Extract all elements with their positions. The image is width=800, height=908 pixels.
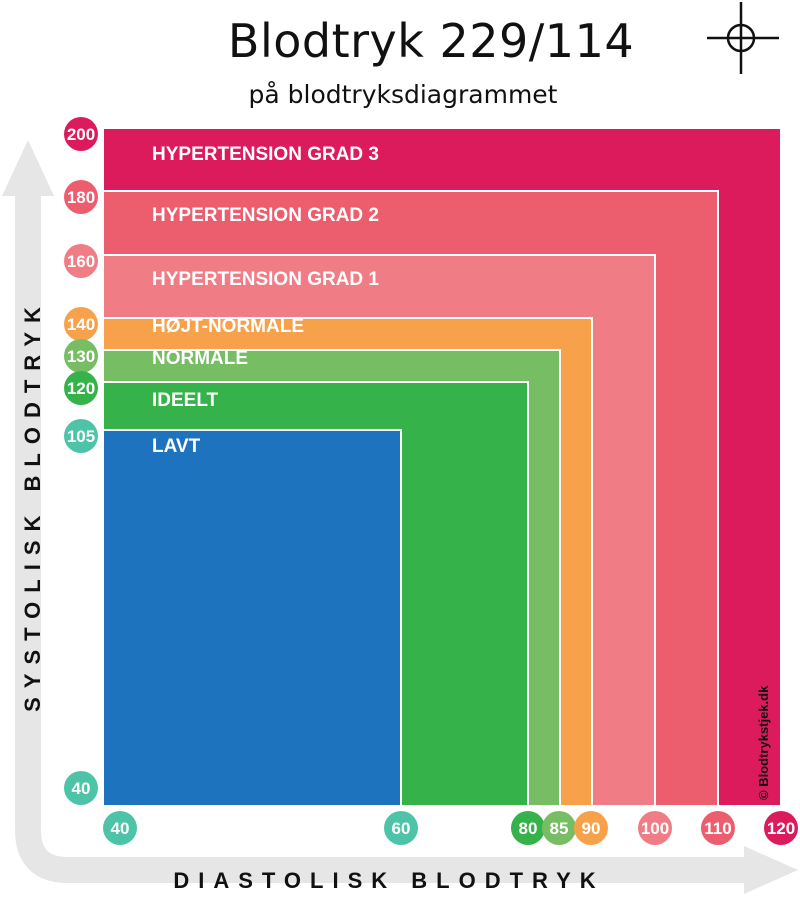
tick-label: 160 bbox=[67, 252, 95, 271]
tick-badge bbox=[64, 371, 98, 405]
x-tick-110: 110 bbox=[701, 811, 735, 845]
y-tick-40: 40 bbox=[64, 771, 98, 805]
y-tick-140: 140 bbox=[64, 307, 98, 341]
tick-label: 120 bbox=[767, 819, 795, 838]
tick-label: 140 bbox=[67, 315, 95, 334]
zone-label: HYPERTENSION GRAD 2 bbox=[152, 205, 379, 226]
x-tick-90: 90 bbox=[574, 811, 608, 845]
y-tick-200: 200 bbox=[64, 117, 98, 151]
tick-badge bbox=[64, 244, 98, 278]
tick-badge bbox=[64, 771, 98, 805]
tick-label: 120 bbox=[67, 379, 95, 398]
ticks-layer: 40 60 80 85 90 100 110 120 200 180 160 140 130 120 105… bbox=[64, 117, 798, 845]
tick-label: 40 bbox=[111, 819, 130, 838]
tick-badge bbox=[701, 811, 735, 845]
zone-label: HØJT-NORMALE bbox=[152, 316, 304, 337]
tick-badge bbox=[64, 117, 98, 151]
axis-arrows bbox=[2, 140, 798, 894]
tick-label: 110 bbox=[704, 819, 731, 838]
zone-lavt bbox=[102, 429, 402, 807]
tick-label: 180 bbox=[67, 188, 95, 207]
page-title: Blodtryk 229/114 bbox=[227, 14, 635, 68]
credit-text: © Blodtrykstjek.dk bbox=[756, 685, 771, 800]
y-tick-160: 160 bbox=[64, 244, 98, 278]
x-tick-85: 85 bbox=[542, 811, 576, 845]
x-tick-80: 80 bbox=[511, 811, 545, 845]
zone-label: IDEELT bbox=[152, 390, 219, 411]
tick-badge bbox=[64, 419, 98, 453]
tick-badge bbox=[511, 811, 545, 845]
zone-label: LAVT bbox=[152, 436, 201, 457]
x-tick-60: 60 bbox=[384, 811, 418, 845]
tick-label: 130 bbox=[67, 347, 95, 366]
x-axis-title: DIASTOLISK BLODTRYK bbox=[173, 868, 604, 893]
tick-label: 60 bbox=[392, 819, 411, 838]
tick-badge bbox=[64, 307, 98, 341]
tick-badge bbox=[384, 811, 418, 845]
tick-label: 40 bbox=[72, 779, 91, 798]
zones-layer: HYPERTENSION GRAD 3 HYPERTENSION GRAD 2 HY… bbox=[102, 127, 782, 807]
tick-badge bbox=[64, 339, 98, 373]
tick-label: 105 bbox=[67, 427, 95, 446]
y-tick-180: 180 bbox=[64, 180, 98, 214]
tick-badge bbox=[64, 180, 98, 214]
crosshair-icon bbox=[707, 2, 779, 74]
tick-label: 85 bbox=[550, 819, 569, 838]
y-tick-105: 105 bbox=[64, 419, 98, 453]
tick-badge bbox=[103, 811, 137, 845]
tick-badge bbox=[542, 811, 576, 845]
tick-badge bbox=[638, 811, 672, 845]
x-tick-40: 40 bbox=[103, 811, 137, 845]
tick-label: 90 bbox=[582, 819, 601, 838]
y-axis-title: SYSTOLISK BLODTRYK bbox=[20, 298, 45, 712]
y-tick-130: 130 bbox=[64, 339, 98, 373]
tick-label: 100 bbox=[641, 819, 669, 838]
zone-label: NORMALE bbox=[152, 348, 248, 369]
page-subtitle: på blodtryksdiagrammet bbox=[248, 80, 558, 109]
zone-label: HYPERTENSION GRAD 1 bbox=[152, 269, 379, 290]
tick-badge bbox=[764, 811, 798, 845]
zone-label: HYPERTENSION GRAD 3 bbox=[152, 144, 379, 165]
tick-label: 80 bbox=[519, 819, 538, 838]
tick-badge bbox=[574, 811, 608, 845]
x-tick-120: 120 bbox=[764, 811, 798, 845]
x-tick-100: 100 bbox=[638, 811, 672, 845]
tick-label: 200 bbox=[67, 125, 95, 144]
y-tick-120: 120 bbox=[64, 371, 98, 405]
